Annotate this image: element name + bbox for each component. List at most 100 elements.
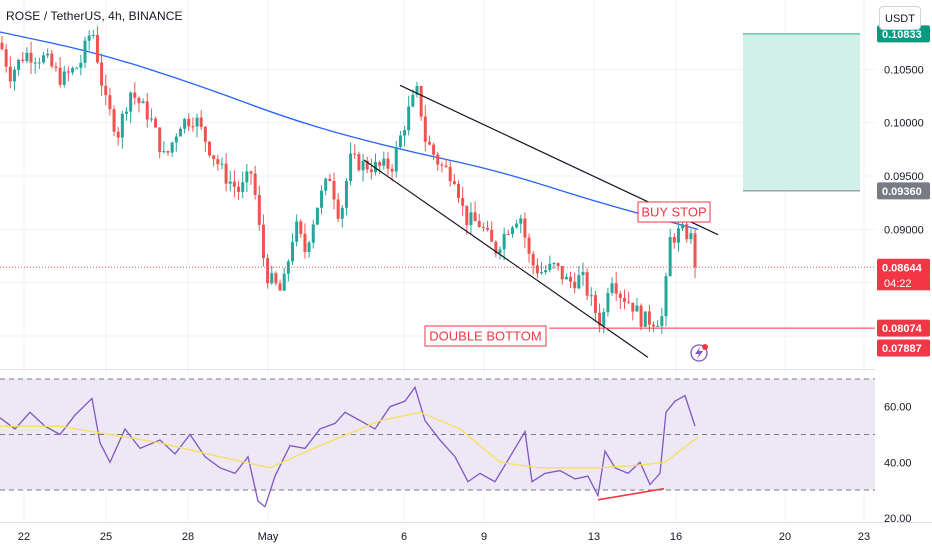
candle-body: [652, 324, 656, 327]
candle: [569, 271, 573, 289]
candle-body: [469, 212, 473, 225]
buy-stop-label-text: BUY STOP: [641, 205, 706, 220]
position-zones: [743, 33, 860, 192]
candle-body: [423, 116, 427, 142]
candle: [556, 262, 560, 271]
candle: [452, 173, 456, 186]
candle: [602, 308, 606, 334]
candle: [432, 142, 436, 161]
candle-body: [361, 160, 365, 171]
price-tick-label: 0.10500: [884, 64, 924, 76]
candle: [120, 110, 124, 149]
candle-body: [245, 171, 249, 183]
candle: [100, 53, 104, 96]
candle: [411, 89, 415, 108]
candle-body: [519, 218, 523, 224]
lightning-icon: [695, 347, 703, 359]
chart-title: ROSE / TetherUS, 4h, BINANCE: [6, 9, 183, 23]
candle-body: [237, 186, 241, 192]
candle: [623, 289, 626, 310]
price-label-bg: [877, 258, 930, 276]
candle: [349, 142, 353, 186]
candle-body: [270, 273, 274, 284]
price-label: 0.08074: [882, 323, 923, 335]
candle: [403, 125, 407, 147]
candle-body: [689, 233, 693, 240]
candle: [274, 271, 278, 286]
candle-body: [253, 173, 257, 195]
buy-stop-label: BUY STOP: [637, 201, 711, 223]
price-tick-label: 0.09500: [884, 171, 924, 183]
candle-body: [332, 181, 336, 200]
time-tick-label: 6: [401, 531, 407, 543]
double-bottom-label-box: [424, 325, 547, 347]
candle: [224, 153, 228, 192]
candle: [660, 307, 664, 335]
candle: [506, 229, 510, 235]
candle: [46, 48, 50, 59]
candle: [42, 52, 45, 65]
candle-body: [137, 97, 141, 104]
currency-button[interactable]: USDT: [879, 6, 921, 30]
rsi-divergence-line: [597, 487, 665, 501]
candle: [50, 49, 54, 69]
candle-body: [477, 221, 481, 227]
candle-body: [589, 295, 593, 297]
candle: [95, 26, 99, 65]
candle: [560, 266, 564, 285]
candle: [170, 141, 174, 157]
drawings[interactable]: BUY STOP DOUBLE BOTTOM: [0, 84, 875, 362]
candle: [75, 66, 79, 69]
candle: [519, 214, 523, 234]
candle-body: [141, 101, 145, 104]
candle: [676, 221, 680, 252]
candle-body: [494, 241, 498, 254]
candle-body: [444, 165, 448, 167]
candle: [386, 152, 390, 176]
candle-body: [112, 109, 116, 132]
candle-body: [386, 158, 390, 169]
candle: [195, 113, 199, 138]
candle: [465, 205, 469, 235]
rsi-line: [0, 385, 696, 508]
candle-body: [158, 127, 162, 153]
candle-body: [635, 305, 639, 312]
candle: [112, 105, 116, 136]
candle: [141, 98, 145, 104]
candle: [477, 213, 481, 228]
candle-body: [502, 233, 506, 250]
candle: [515, 219, 519, 229]
alert-icon-ring: [690, 344, 708, 362]
candle: [394, 140, 398, 178]
candle-body: [544, 270, 548, 273]
candle-body: [266, 258, 270, 284]
candle: [212, 155, 216, 167]
candle-body: [58, 67, 62, 85]
candle: [324, 177, 328, 196]
candle: [527, 233, 531, 263]
price-axis[interactable]: 0.10500 0.10000 0.09500 0.09000 0.10833 0.093…: [875, 0, 932, 550]
candle: [336, 193, 340, 223]
candle: [4, 44, 8, 73]
candle-body: [685, 224, 689, 240]
candle: [183, 117, 187, 134]
candle: [614, 271, 618, 302]
candle-body: [129, 92, 133, 112]
candle: [199, 110, 203, 131]
candle: [407, 95, 411, 136]
time-axis[interactable]: 22 25 28 May 6 9 13 16 20 23: [0, 522, 932, 544]
candle-body: [87, 35, 91, 41]
candle-body: [411, 94, 415, 107]
candle-body: [523, 218, 527, 238]
candle: [606, 287, 610, 317]
candle-body: [398, 135, 402, 148]
candle-body: [390, 168, 394, 172]
candle: [510, 225, 514, 238]
price-tick-label: 0.10000: [884, 118, 924, 130]
rsi-band: [0, 378, 875, 491]
candle-body: [357, 154, 361, 171]
candle-body: [25, 52, 29, 62]
candle: [419, 85, 423, 121]
candle-body: [602, 312, 606, 326]
